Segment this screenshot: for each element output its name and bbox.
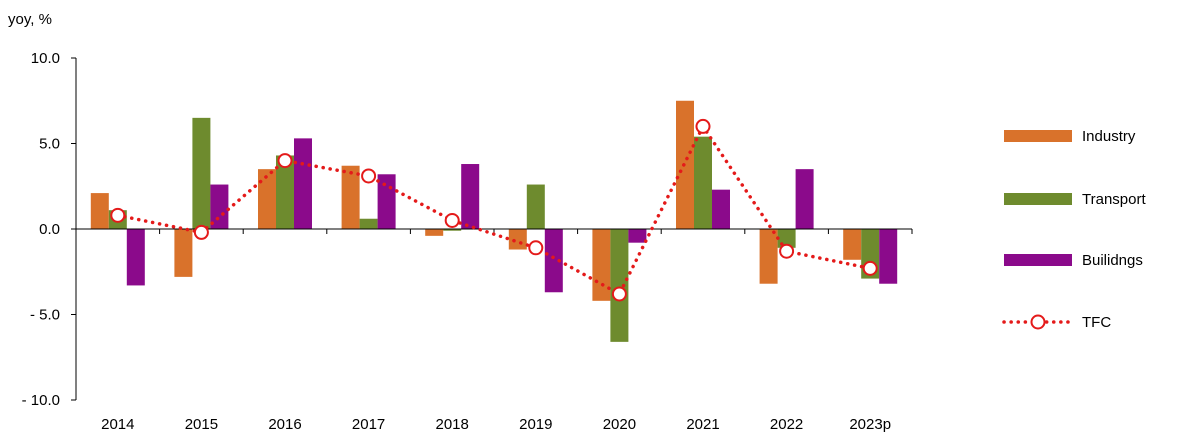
bar-builidngs-2021 bbox=[712, 189, 730, 229]
tfc-point-2021 bbox=[695, 118, 711, 134]
bar-industry-2015 bbox=[174, 229, 193, 277]
bar-builidngs-2023p bbox=[879, 229, 898, 284]
tfc-line-path bbox=[116, 122, 872, 297]
y-tick-label: - 10.0 bbox=[22, 392, 60, 409]
legend-label: Builidngs bbox=[1082, 252, 1143, 269]
y-tick-label: 10.0 bbox=[31, 50, 60, 67]
tfc-point-2022 bbox=[779, 243, 795, 259]
legend-swatch bbox=[1004, 130, 1072, 142]
y-tick-label: 5.0 bbox=[39, 136, 60, 153]
bar-industry-2018 bbox=[425, 229, 444, 236]
legend-item-tfc: TFC bbox=[1002, 314, 1111, 331]
bar-industry-2023p bbox=[843, 229, 862, 260]
x-tick-label-2017: 2017 bbox=[352, 416, 385, 433]
x-axis bbox=[75, 228, 913, 234]
legend-item-builidngs: Builidngs bbox=[1004, 252, 1143, 269]
tfc-point-2023p bbox=[862, 260, 878, 276]
x-tick-label-2019: 2019 bbox=[519, 416, 552, 433]
legend-label: Industry bbox=[1082, 128, 1136, 145]
bar-builidngs-2022 bbox=[795, 169, 814, 229]
bar-transport-2017 bbox=[359, 218, 378, 229]
bar-transport-2019 bbox=[526, 184, 545, 229]
x-tick-label-2018: 2018 bbox=[436, 416, 469, 433]
y-axis-unit-label: yoy, % bbox=[8, 11, 52, 28]
x-tick-label-2021: 2021 bbox=[686, 416, 719, 433]
tfc-point-2019 bbox=[528, 240, 544, 256]
bar-builidngs-2014 bbox=[126, 229, 145, 286]
x-tick-label-2023p: 2023p bbox=[849, 416, 891, 433]
bar-builidngs-2016 bbox=[294, 138, 312, 229]
bar-industry-2019 bbox=[508, 229, 527, 250]
y-axis: 10.0 5.0 0.0 - 5.0 - 10.0 bbox=[22, 50, 77, 409]
legend-item-transport: Transport bbox=[1004, 191, 1146, 208]
legend: Industry Transport Builidngs TFC bbox=[1002, 128, 1146, 331]
bar-transport-2020 bbox=[610, 229, 629, 342]
bar-builidngs-2019 bbox=[544, 229, 563, 293]
bar-builidngs-2020 bbox=[628, 229, 647, 243]
x-tick-label-2014: 2014 bbox=[101, 416, 134, 433]
tfc-point-2016 bbox=[277, 153, 293, 169]
x-tick-label-2022: 2022 bbox=[770, 416, 803, 433]
tfc-point-2014 bbox=[110, 207, 126, 223]
bar-industry-2017 bbox=[341, 165, 360, 229]
bar-transport-2021 bbox=[694, 136, 712, 229]
y-tick-label: - 5.0 bbox=[30, 307, 60, 324]
tfc-point-2020 bbox=[611, 286, 627, 302]
tfc-point-2017 bbox=[361, 168, 377, 184]
legend-swatch bbox=[1004, 254, 1072, 266]
legend-swatch bbox=[1004, 193, 1072, 205]
bar-industry-2014 bbox=[90, 193, 109, 229]
bar-builidngs-2017 bbox=[377, 174, 396, 229]
tfc-point-2015 bbox=[193, 224, 209, 240]
bar-industry-2020 bbox=[592, 229, 611, 301]
x-tick-label-2016: 2016 bbox=[268, 416, 301, 433]
bar-industry-2016 bbox=[258, 169, 276, 229]
bar-industry-2022 bbox=[759, 229, 778, 284]
tfc-point-2018 bbox=[444, 212, 460, 228]
bar-transport-2015 bbox=[192, 117, 211, 229]
y-tick-label: 0.0 bbox=[39, 221, 60, 238]
x-axis-tick-labels: 2014 2015 2016 2017 2018 2019 2020 2021 2022 2023… bbox=[101, 416, 891, 433]
legend-label: Transport bbox=[1082, 191, 1146, 208]
legend-item-industry: Industry bbox=[1004, 128, 1136, 145]
bar-builidngs-2015 bbox=[210, 184, 229, 229]
bar-transport-2018 bbox=[443, 229, 462, 231]
tfc-line bbox=[110, 118, 878, 302]
bar-transport-2016 bbox=[276, 155, 294, 229]
bar-builidngs-2018 bbox=[461, 164, 480, 229]
bars bbox=[90, 100, 898, 342]
legend-label: TFC bbox=[1082, 314, 1111, 331]
legend-marker bbox=[1030, 314, 1046, 330]
x-tick-label-2020: 2020 bbox=[603, 416, 636, 433]
x-tick-label-2015: 2015 bbox=[185, 416, 218, 433]
